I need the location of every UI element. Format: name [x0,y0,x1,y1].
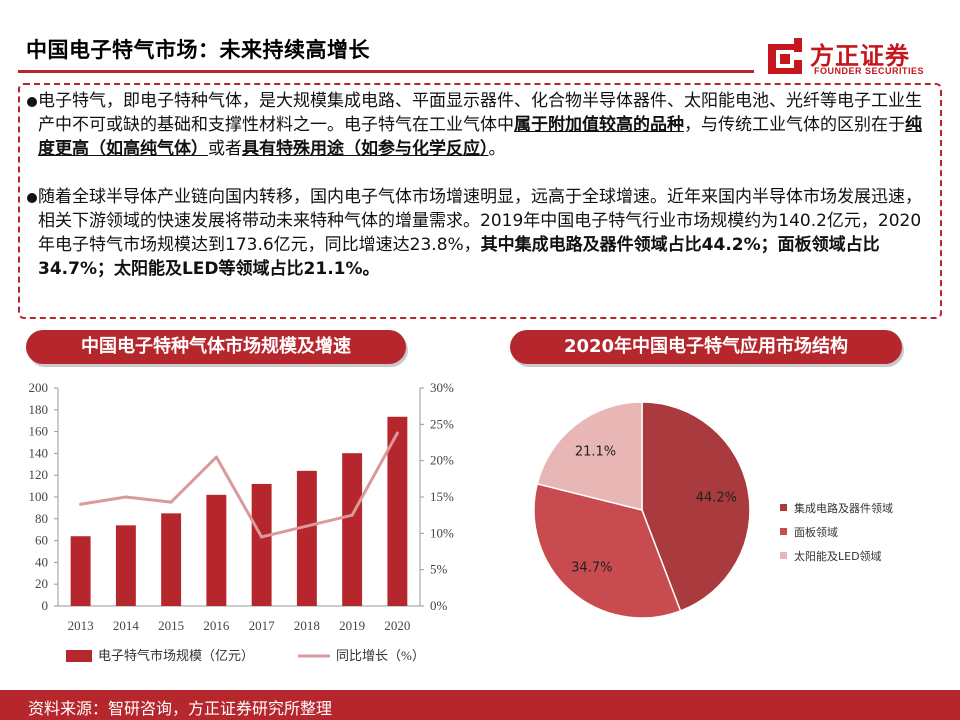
right-y-tick-label: 10% [430,525,454,540]
left-y-tick-label: 140 [29,445,49,460]
right-y-tick-label: 25% [430,416,454,431]
bullet-2-text-run: 其中集成电路及器件领域占比44.2%；面板领域占比34.7%；太阳能及LED等领… [38,235,880,279]
market-size-bar [296,470,317,606]
left-y-tick-label: 180 [29,402,49,417]
pie-legend-swatch [780,504,787,511]
right-y-tick-label: 15% [430,489,454,504]
pie-legend-label: 太阳能及LED领域 [794,549,882,563]
x-tick-label: 2016 [203,618,230,633]
x-tick-label: 2013 [68,618,94,633]
pie-legend-swatch [780,552,787,559]
x-tick-label: 2017 [249,618,276,633]
title-underline [18,70,754,73]
pie-slice-label: 44.2% [696,490,737,505]
bullet-1-text-run: 纯度更高（如高纯气体） [38,115,922,159]
growth-rate-point [169,500,173,504]
summary-box [18,83,942,319]
pie-slice-label: 34.7% [571,561,612,576]
x-tick-label: 2020 [384,618,410,633]
legend-line-label: 同比增长（%） [336,648,425,663]
market-size-bar [206,494,227,606]
market-size-chart: 0 20 40 60 80 100 120 140 160 180 200 0% 5% 10% 15% 20%… [29,380,455,663]
pie-slice [641,401,751,612]
market-size-bar [115,525,136,606]
left-y-tick-label: 160 [29,424,49,439]
logo-english-name: FOUNDER SECURITIES [814,66,925,76]
source-note: 资料来源：智研咨询，方正证券研究所整理 [28,699,333,718]
pie-slice-label: 21.1% [575,444,616,459]
growth-rate-line [80,432,399,539]
left-y-tick-label: 80 [35,511,48,526]
bullet-2-text-run: 随着全球半导体产业链向国内转移，国内电子气体市场增速明显，远高于全球增速。近年来… [38,187,922,255]
bullet-paragraph-1: 电子特气，即电子特种气体，是大规模集成电路、平面显示器件、化合物半导体器件、太阳… [38,89,934,161]
market-size-bar [70,536,91,606]
legend-bar-label: 电子特气市场规模（亿元） [98,648,254,663]
pie-legend-swatch [780,528,787,535]
page-title: 中国电子特气市场：未来持续高增长 [26,38,370,62]
founder-logo-icon [768,38,802,74]
left-y-tick-label: 40 [35,554,48,569]
x-tick-label: 2019 [339,618,365,633]
left-y-tick-label: 0 [42,598,49,613]
legend-bar-swatch [66,650,92,662]
right-y-tick-label: 30% [430,380,454,395]
growth-rate-point [260,535,264,539]
pie-slice [536,401,643,511]
market-size-bar [342,453,363,606]
bullet-1-text-run: 具有特殊用途（如参与化学反应） [242,139,489,159]
growth-rate-point [350,513,354,517]
left-y-tick-label: 20 [35,576,48,591]
logo-chinese-name: 方正证券 [810,42,910,70]
market-size-bar [161,513,182,606]
bar-chart-title: 中国电子特种气体市场规模及增速 [26,330,406,364]
market-size-bar [387,416,408,606]
pie-chart-title: 2020年中国电子特气应用市场结构 [510,330,902,364]
footer-bar [0,690,960,720]
pie-legend-label: 面板领域 [794,525,838,539]
growth-rate-point [79,502,83,506]
bullet-paragraph-2: 随着全球半导体产业链向国内转移，国内电子气体市场增速明显，远高于全球增速。近年来… [38,185,934,281]
growth-rate-point [214,455,218,459]
x-tick-label: 2014 [113,618,140,633]
left-y-tick-label: 120 [29,467,49,482]
pie-slice [533,482,682,619]
left-y-tick-label: 60 [35,533,48,548]
market-size-bar [251,483,272,606]
right-y-tick-label: 5% [430,562,448,577]
growth-rate-point [124,495,128,499]
bullet-1-text-run: 电子特气，即电子特种气体，是大规模集成电路、平面显示器件、化合物半导体器件、太阳… [38,91,922,135]
bullet-1-text-run: 。 [488,139,506,159]
bullet-1-text-run: 或者 [208,139,242,159]
bullet-1-text-run: 属于附加值较高的品种 [514,115,684,135]
x-tick-label: 2018 [294,618,320,633]
right-y-tick-label: 0% [430,598,448,613]
bullet-1-text-run: ，与传统工业气体的区别在于 [684,115,905,135]
left-y-tick-label: 200 [29,380,49,395]
growth-rate-point [395,431,399,435]
growth-rate-point [305,524,309,528]
bullet-dot-1 [27,97,37,107]
x-tick-label: 2015 [158,618,184,633]
company-logo: 方正证券 FOUNDER SECURITIES [764,30,944,82]
left-y-tick-label: 100 [29,489,49,504]
right-y-tick-label: 20% [430,453,454,468]
pie-legend-label: 集成电路及器件领域 [794,501,893,515]
bullet-dot-2 [27,193,37,203]
